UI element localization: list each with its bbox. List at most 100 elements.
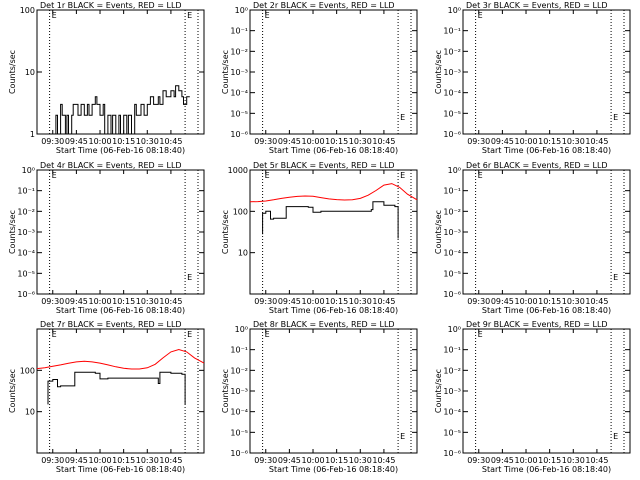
marker-label: E xyxy=(187,330,192,339)
y-tick-label: 10⁻² xyxy=(17,207,35,216)
x-tick-label: 09:45 xyxy=(491,297,514,306)
y-tick-label: 10⁻² xyxy=(443,366,461,375)
x-tick-label: 10:15 xyxy=(112,297,135,306)
x-tick-label: 10:00 xyxy=(301,456,324,465)
marker-label: E xyxy=(52,171,57,180)
y-tick-label: 10⁰ xyxy=(448,166,461,175)
x-tick-label: 10:00 xyxy=(88,297,111,306)
x-tick-label: 10:15 xyxy=(112,137,135,146)
y-tick-label: 10⁻¹ xyxy=(17,187,35,196)
marker-label: E xyxy=(52,11,57,20)
x-tick-label: 09:45 xyxy=(278,456,301,465)
x-tick-label: 09:30 xyxy=(254,137,277,146)
y-tick-label: 10⁻⁵ xyxy=(17,269,35,278)
series-line-1 xyxy=(249,183,418,203)
marker-label: E xyxy=(478,171,483,180)
y-tick-label: 10⁻³ xyxy=(443,228,461,237)
y-tick-label: 10⁻⁵ xyxy=(230,109,248,118)
x-tick-label: 10:45 xyxy=(585,297,608,306)
x-tick-label: 09:45 xyxy=(278,297,301,306)
y-tick-label: 10⁻¹ xyxy=(230,27,248,36)
plot-title: Det 7r BLACK = Events, RED = LLD xyxy=(40,320,182,329)
y-axis-label: Counts/sec xyxy=(221,210,230,254)
y-tick-label: 10⁻¹ xyxy=(230,346,248,355)
plot-frame xyxy=(36,169,205,295)
y-tick-label: 10⁻⁴ xyxy=(443,408,461,417)
plot-frame xyxy=(249,328,418,454)
plot-frame xyxy=(462,9,631,135)
x-tick-label: 09:45 xyxy=(278,137,301,146)
plot-frame xyxy=(462,328,631,454)
y-tick-label: 10⁻⁵ xyxy=(443,269,461,278)
y-axis-label: Counts/sec xyxy=(434,50,443,94)
x-tick-label: 10:15 xyxy=(325,297,348,306)
y-tick-label: 10⁻² xyxy=(443,47,461,56)
x-tick-label: 09:30 xyxy=(467,137,490,146)
y-tick-label: 10⁰ xyxy=(235,6,248,15)
y-tick-label: 10⁰ xyxy=(235,325,248,334)
x-axis-label: Start Time (06-Feb-16 08:18:40) xyxy=(482,146,611,155)
y-tick-label: 10⁻¹ xyxy=(443,27,461,36)
x-tick-label: 09:30 xyxy=(254,456,277,465)
y-tick-label: 10⁻² xyxy=(230,47,248,56)
marker-label: E xyxy=(52,330,57,339)
x-tick-label: 09:30 xyxy=(41,297,64,306)
y-tick-label: 100 xyxy=(20,366,35,375)
plot-panel-8: Det 8r BLACK = Events, RED = LLD 09:30 09:… xyxy=(221,320,418,474)
x-tick-label: 10:00 xyxy=(301,137,324,146)
marker-label: E xyxy=(265,330,270,339)
x-tick-label: 10:15 xyxy=(538,456,561,465)
y-tick-label: 10⁻³ xyxy=(443,68,461,77)
plot-title: Det 6r BLACK = Events, RED = LLD xyxy=(466,161,608,170)
x-axis-label: Start Time (06-Feb-16 08:18:40) xyxy=(56,146,185,155)
x-tick-label: 09:30 xyxy=(467,456,490,465)
x-tick-label: 10:30 xyxy=(562,137,585,146)
x-tick-label: 10:45 xyxy=(585,137,608,146)
x-tick-label: 10:45 xyxy=(159,137,182,146)
y-axis-label: Counts/sec xyxy=(221,50,230,94)
x-axis-label: Start Time (06-Feb-16 08:18:40) xyxy=(56,465,185,474)
y-tick-label: 1 xyxy=(30,130,35,139)
plot-panel-2: Det 2r BLACK = Events, RED = LLD 09:30 09:… xyxy=(221,1,418,155)
y-tick-label: 10⁻² xyxy=(230,366,248,375)
y-tick-label: 10⁻³ xyxy=(230,68,248,77)
marker-label: E xyxy=(613,273,618,282)
y-axis-label: Counts/sec xyxy=(8,50,17,94)
x-tick-label: 10:30 xyxy=(349,456,372,465)
x-tick-label: 10:15 xyxy=(325,137,348,146)
y-tick-label: 10⁻⁵ xyxy=(443,428,461,437)
y-tick-label: 10 xyxy=(238,249,248,258)
plot-panel-3: Det 3r BLACK = Events, RED = LLD 09:30 09:… xyxy=(434,1,631,155)
y-tick-label: 10⁻⁵ xyxy=(443,109,461,118)
x-tick-label: 10:15 xyxy=(112,456,135,465)
x-tick-label: 09:30 xyxy=(254,297,277,306)
plot-frame xyxy=(249,9,418,135)
x-tick-label: 09:30 xyxy=(467,297,490,306)
series-line-2 xyxy=(262,201,399,239)
plot-panel-5: Det 5r BLACK = Events, RED = LLD 09:30 09:… xyxy=(221,161,418,315)
marker-label: E xyxy=(265,171,270,180)
x-tick-label: 10:45 xyxy=(585,456,608,465)
marker-label: E xyxy=(613,432,618,441)
x-tick-label: 10:30 xyxy=(136,297,159,306)
y-axis-label: Counts/sec xyxy=(8,210,17,254)
x-tick-label: 10:00 xyxy=(88,137,111,146)
marker-label: E xyxy=(265,11,270,20)
marker-label: E xyxy=(400,113,405,122)
y-tick-label: 10⁻³ xyxy=(443,387,461,396)
y-tick-label: 100 xyxy=(20,6,35,15)
y-tick-label: 100 xyxy=(233,207,248,216)
y-tick-label: 10⁰ xyxy=(448,325,461,334)
y-tick-label: 10⁻⁶ xyxy=(443,130,461,139)
x-tick-label: 10:30 xyxy=(349,297,372,306)
x-axis-label: Start Time (06-Feb-16 08:18:40) xyxy=(269,306,398,315)
x-tick-label: 09:30 xyxy=(41,456,64,465)
y-axis-label: Counts/sec xyxy=(221,369,230,413)
series-line-1 xyxy=(49,85,190,135)
plot-frame xyxy=(36,328,205,454)
x-tick-label: 10:45 xyxy=(372,456,395,465)
y-tick-label: 10⁻¹ xyxy=(443,187,461,196)
x-axis-label: Start Time (06-Feb-16 08:18:40) xyxy=(269,465,398,474)
x-axis-label: Start Time (06-Feb-16 08:18:40) xyxy=(269,146,398,155)
